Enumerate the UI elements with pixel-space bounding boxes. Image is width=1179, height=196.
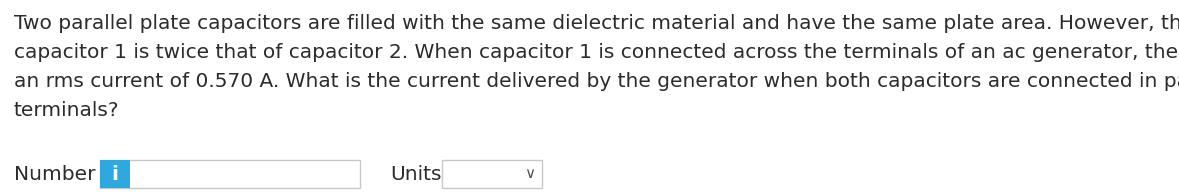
Text: i: i — [112, 164, 119, 183]
Text: ∨: ∨ — [525, 166, 535, 181]
Bar — [100, 160, 130, 188]
Text: Number: Number — [14, 164, 95, 183]
Text: an rms current of 0.570 A. What is the current delivered by the generator when b: an rms current of 0.570 A. What is the c… — [14, 72, 1179, 91]
Bar — [442, 160, 542, 188]
Text: capacitor 1 is twice that of capacitor 2. When capacitor 1 is connected across t: capacitor 1 is twice that of capacitor 2… — [14, 43, 1179, 62]
Text: terminals?: terminals? — [14, 101, 119, 120]
Text: Units: Units — [390, 164, 441, 183]
Text: Two parallel plate capacitors are filled with the same dielectric material and h: Two parallel plate capacitors are filled… — [14, 14, 1179, 33]
Bar — [100, 160, 360, 188]
